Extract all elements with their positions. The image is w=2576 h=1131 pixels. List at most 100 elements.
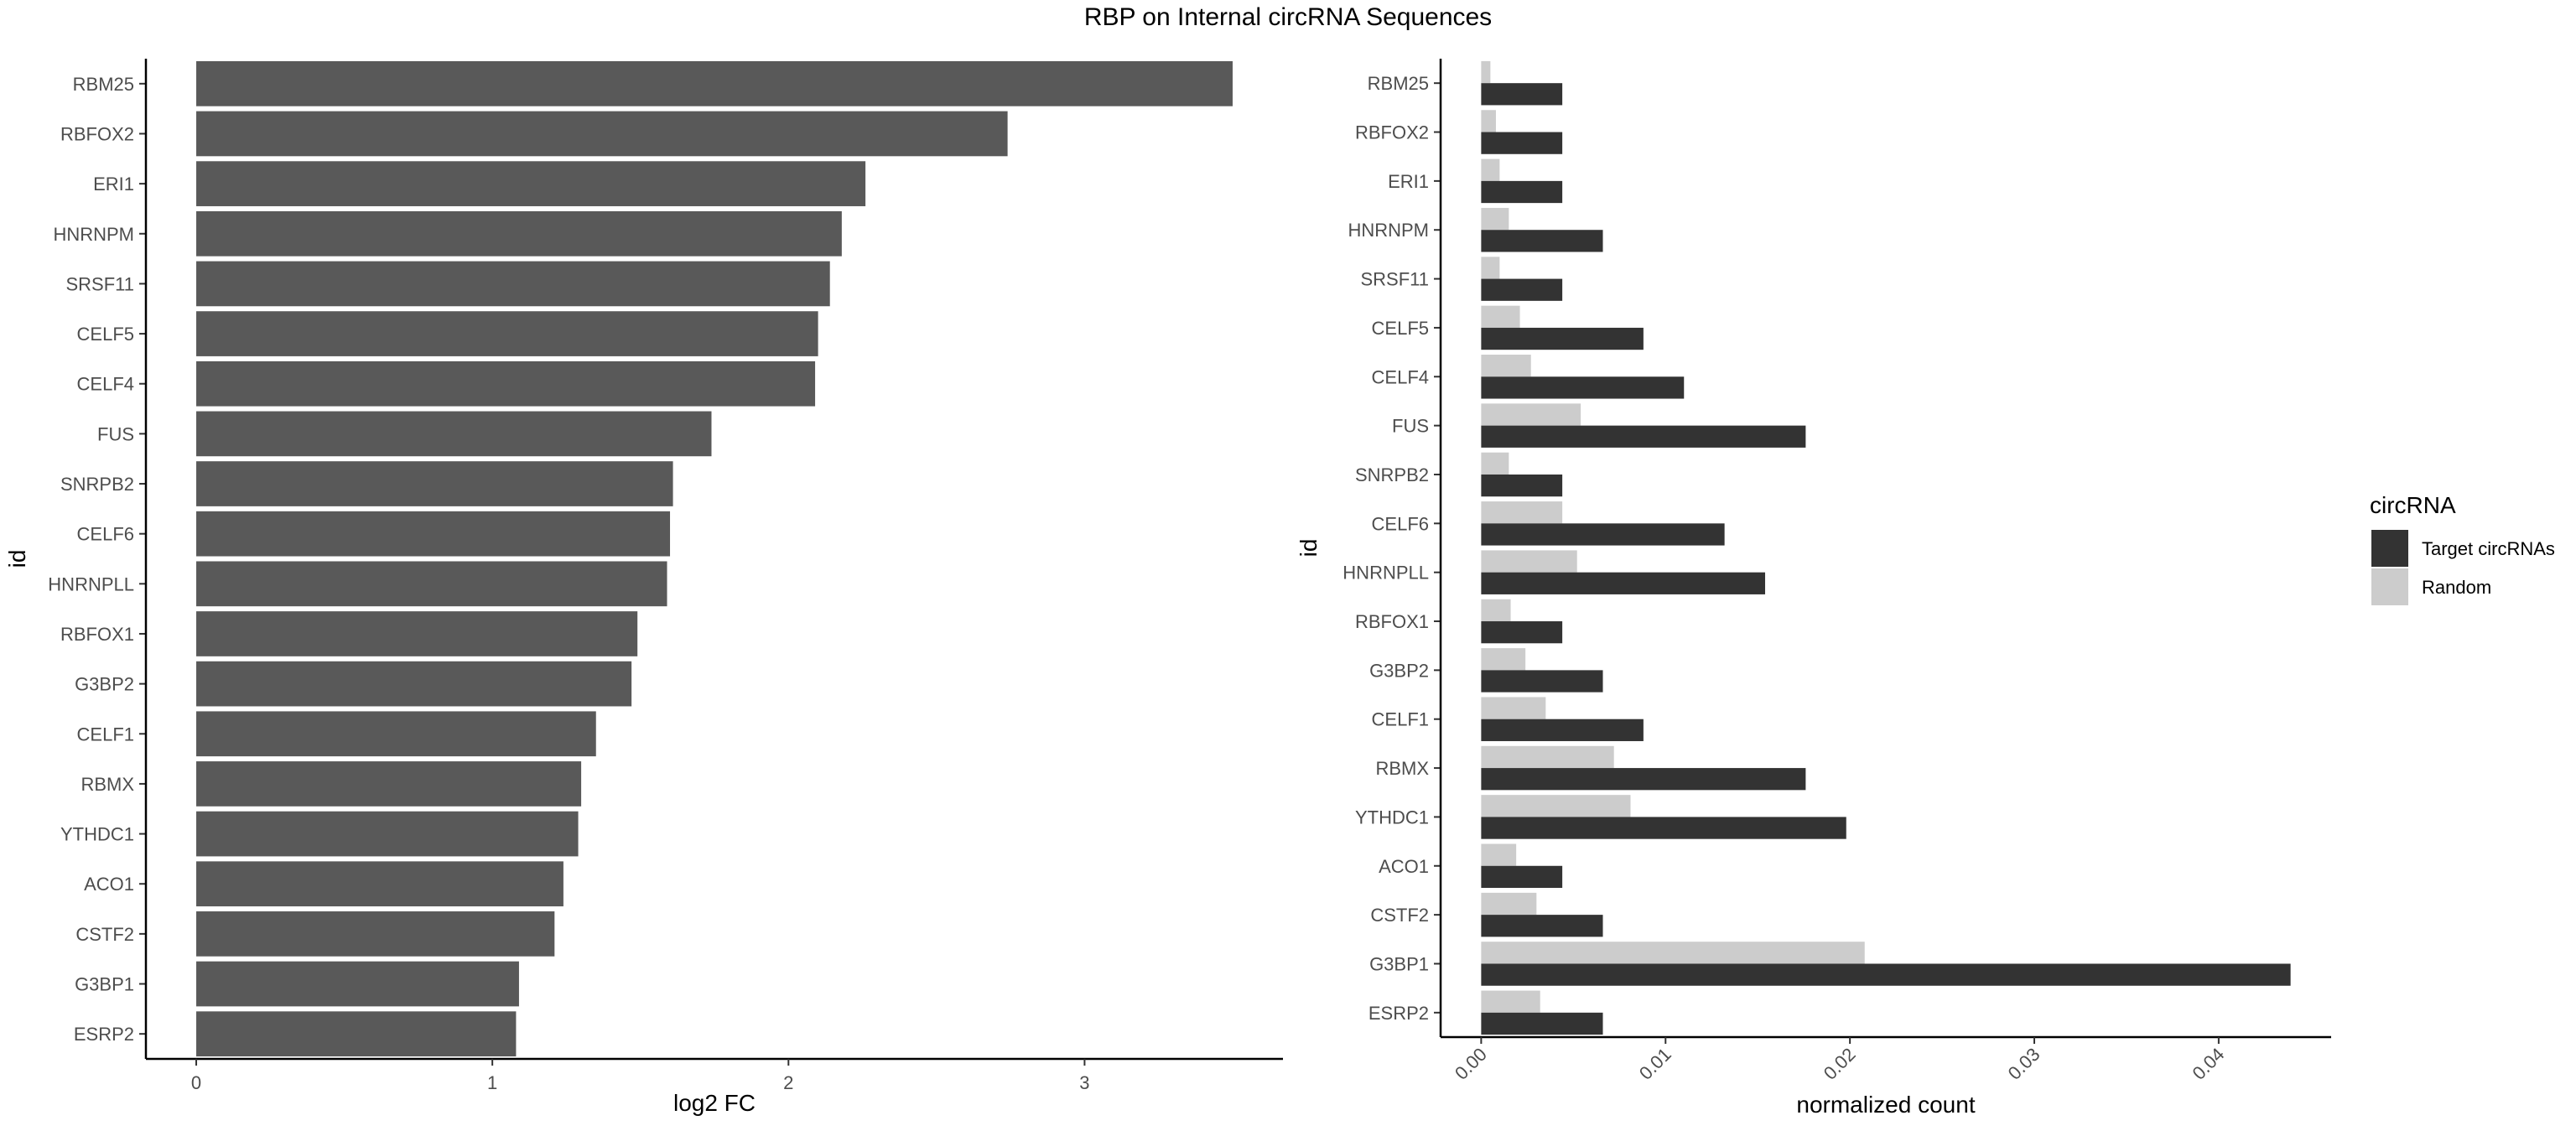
panel2-y-tick-label: ESRP2: [1368, 1003, 1429, 1024]
panel1-y-tick-label: HNRNPLL: [48, 573, 134, 594]
panel2-bar-target: [1481, 327, 1644, 350]
panel1-x-axis-title: log2 FC: [673, 1090, 756, 1116]
panel1-bar: [196, 961, 519, 1007]
panel2-bar-random: [1481, 550, 1577, 573]
panel2-bar-random: [1481, 355, 1531, 377]
panel2-bar-target: [1481, 915, 1603, 937]
panel1-y-tick-label: RBMX: [80, 774, 134, 795]
panel2-bar-random: [1481, 892, 1537, 916]
panel2-bar-target: [1481, 180, 1563, 204]
legend-label: Target circRNAs: [2422, 538, 2555, 559]
panel1-y-tick-label: RBM25: [73, 74, 134, 95]
panel2-y-tick-label: ERI1: [1388, 171, 1429, 192]
panel2-x-tick-label: 0.01: [1635, 1044, 1675, 1084]
panel2-y-tick-label: HNRNPM: [1348, 220, 1429, 241]
panel1-bar: [196, 411, 712, 457]
legend-title: circRNA: [2370, 492, 2456, 518]
panel2-y-tick-label: G3BP2: [1369, 660, 1429, 681]
panel2-bar-random: [1481, 452, 1509, 475]
panel2-y-tick-label: FUS: [1392, 416, 1429, 437]
panel2-x-tick-label: 0.00: [1451, 1044, 1491, 1084]
panel2-bar-target: [1481, 621, 1563, 644]
panel2-bar-target: [1481, 278, 1563, 301]
panel1-x-tick-label: 1: [487, 1072, 497, 1093]
panel2-bar-random: [1481, 697, 1546, 719]
panel1-y-tick-label: ACO1: [84, 874, 134, 895]
panel2-bar-random: [1481, 648, 1526, 671]
panel2-bar-target: [1481, 719, 1644, 741]
panel1-y-tick-label: RBFOX1: [60, 624, 134, 645]
panel2-bar-random: [1481, 942, 1865, 964]
panel1-bar: [196, 111, 1008, 157]
panel1-bar: [196, 261, 830, 307]
panel1-bar: [196, 561, 667, 607]
panel1-y-tick-label: CELF1: [77, 724, 134, 744]
panel2-y-tick-label: CELF4: [1372, 366, 1429, 387]
panel2-y-axis-title: id: [1296, 539, 1322, 558]
panel2-y-tick-label: CELF5: [1372, 318, 1429, 339]
panel1-y-tick-label: G3BP2: [75, 674, 134, 695]
panel2-y-tick-label: CELF1: [1372, 709, 1429, 730]
panel1-y-axis-title: id: [4, 550, 30, 568]
panel1-bar: [196, 461, 673, 506]
panel2-bar-random: [1481, 843, 1517, 866]
panel1-y-tick-label: ERI1: [93, 174, 134, 195]
panel1-bar: [196, 60, 1233, 106]
panel1-y-tick-label: YTHDC1: [60, 824, 134, 845]
panel1-bar: [196, 661, 632, 707]
panel2-y-tick-label: RBFOX2: [1355, 122, 1429, 143]
panel1-x-tick-label: 3: [1079, 1072, 1089, 1093]
panel2-bar-target: [1481, 1012, 1603, 1035]
panel2-y-tick-label: CELF6: [1372, 513, 1429, 534]
panel1-y-tick-label: CELF4: [77, 374, 134, 395]
panel1-bar: [196, 611, 638, 656]
panel1-y-tick-label: CELF5: [77, 324, 134, 345]
panel1-x-tick-label: 2: [783, 1072, 793, 1093]
panel1-bar: [196, 911, 555, 957]
panel2-y-tick-label: SNRPB2: [1355, 464, 1429, 485]
panel2-bar-target: [1481, 768, 1806, 791]
panel2-x-axis-title: normalized count: [1796, 1092, 1975, 1118]
panel2-y-tick-label: HNRNPLL: [1343, 563, 1429, 584]
panel2-y-tick-label: ACO1: [1379, 856, 1429, 877]
panel2-bar-random: [1481, 501, 1563, 524]
panel1-bar: [196, 811, 579, 857]
panel2-bar-random: [1481, 110, 1496, 132]
legend-swatch: [2371, 568, 2408, 605]
panel1-y-tick-label: ESRP2: [74, 1024, 134, 1045]
panel2-y-tick-label: RBM25: [1368, 73, 1429, 94]
panel1-y-tick-label: G3BP1: [75, 974, 134, 995]
panel2-bar-target: [1481, 474, 1563, 497]
panel1-bar: [196, 210, 842, 257]
panel2-bar-random: [1481, 305, 1520, 328]
panel2-bar-target: [1481, 865, 1563, 889]
panel2-bar-random: [1481, 207, 1509, 231]
panel1-bar: [196, 311, 818, 356]
panel1-y-tick-label: RBFOX2: [60, 123, 134, 144]
panel1-y-tick-label: CELF6: [77, 524, 134, 545]
panel2-x-tick-label: 0.03: [2004, 1044, 2044, 1084]
chart-title: RBP on Internal circRNA Sequences: [1083, 3, 1493, 31]
panel2-bar-random: [1481, 599, 1511, 622]
panel2-bar-target: [1481, 230, 1603, 252]
panel2-y-tick-label: RBMX: [1375, 758, 1429, 779]
panel2-bar-target: [1481, 963, 2291, 986]
panel2-bar-target: [1481, 83, 1563, 106]
panel2-bar-random: [1481, 60, 1491, 84]
panel2-bar-random: [1481, 403, 1581, 426]
panel1-bar: [196, 1011, 517, 1057]
panel1-x-tick-label: 0: [191, 1072, 201, 1093]
panel2-bar-target: [1481, 132, 1563, 154]
legend-label: Random: [2422, 577, 2491, 598]
panel1-y-tick-label: HNRNPM: [53, 224, 134, 245]
panel2-bar-random: [1481, 745, 1614, 769]
panel2-y-tick-label: G3BP1: [1369, 953, 1429, 974]
panel2-bar-target: [1481, 376, 1685, 399]
panel2-bar-target: [1481, 670, 1603, 693]
panel1-y-tick-label: SNRPB2: [60, 474, 134, 495]
panel2-y-tick-label: YTHDC1: [1355, 807, 1429, 827]
panel2-bar-target: [1481, 425, 1806, 448]
panel2-bar-target: [1481, 523, 1725, 546]
